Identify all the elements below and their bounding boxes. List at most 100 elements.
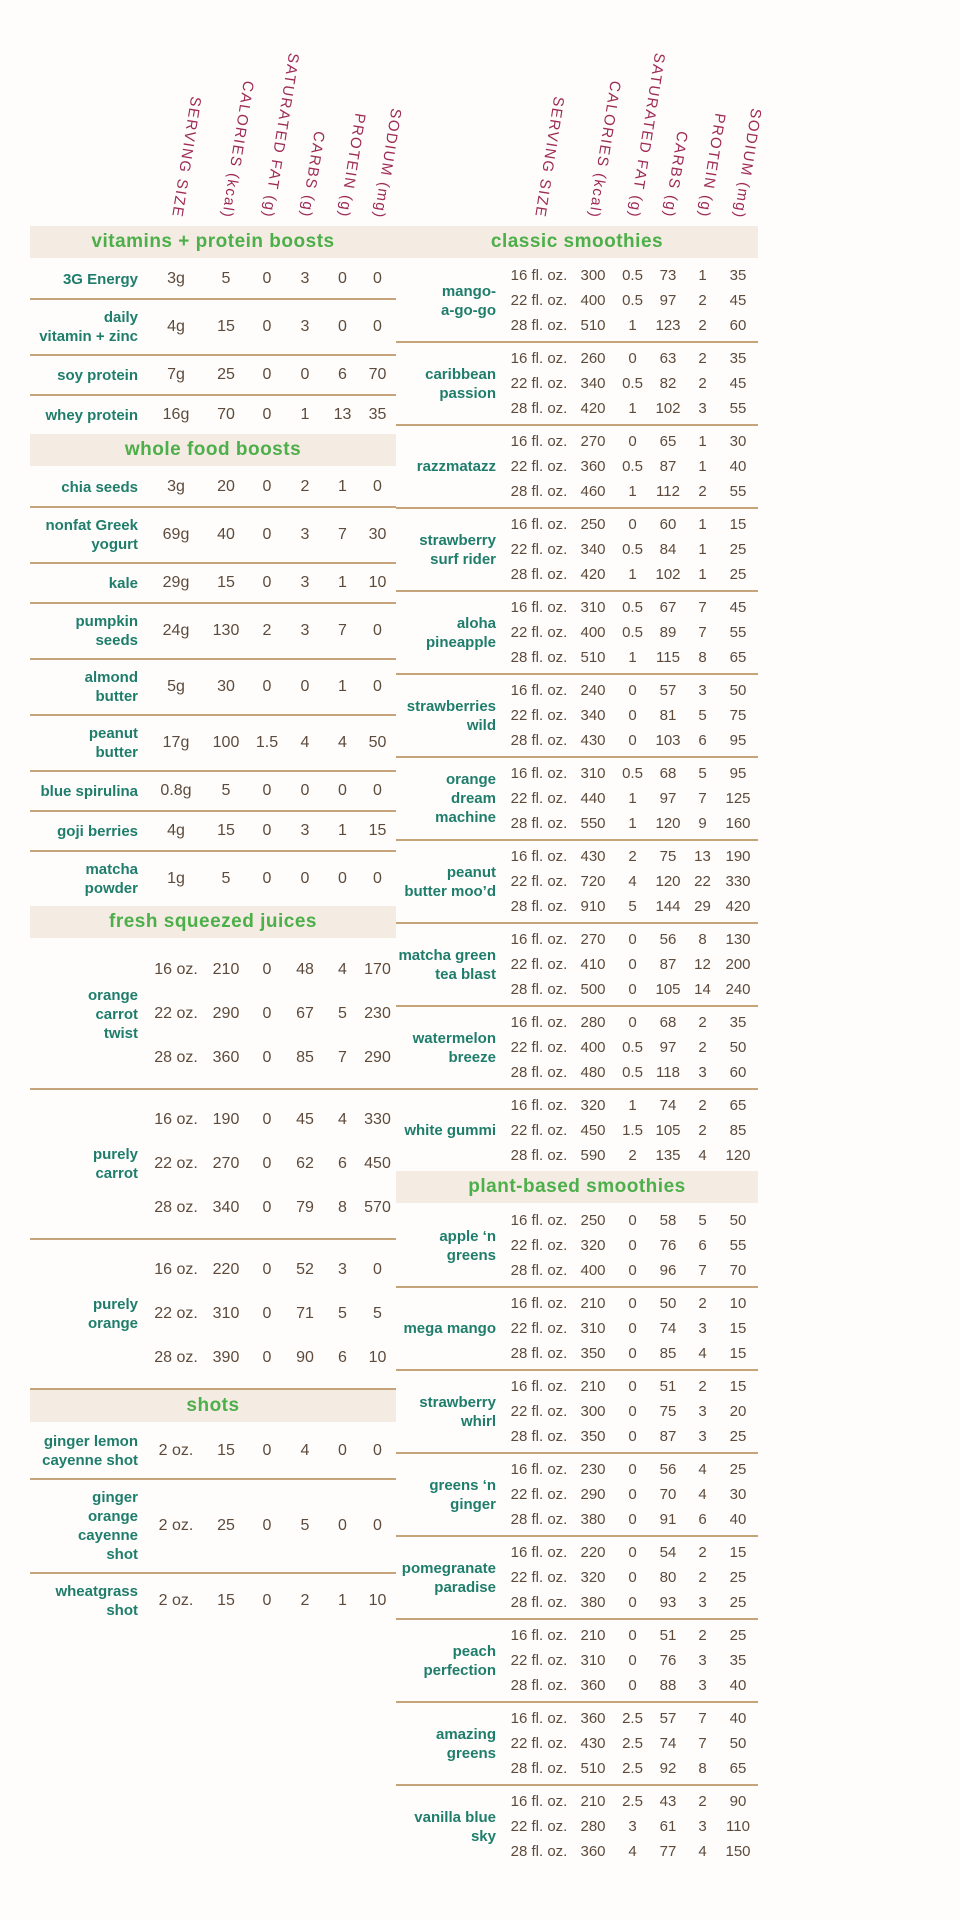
serving-size-value: 22 fl. oz. (510, 624, 568, 641)
carbs-value: 61 (659, 1818, 677, 1835)
saturated-fat-value: 0 (262, 1199, 272, 1216)
sodium-value: 240 (725, 981, 751, 998)
saturated-fat-value: 0.5 (622, 541, 643, 558)
carbs-value: 85 (296, 1049, 314, 1066)
sodium-value: 55 (729, 483, 747, 500)
saturated-fat-value: 0.5 (622, 267, 643, 284)
sodium-value: 0 (373, 1442, 382, 1459)
item-label: orange carrot twist (87, 986, 138, 1042)
carbs-value: 2 (300, 478, 310, 495)
sodium-value: 0 (373, 870, 382, 887)
saturated-fat-value: 0.5 (622, 292, 643, 309)
carbs-value: 77 (659, 1843, 677, 1860)
saturated-fat-value: 0 (628, 1652, 637, 1669)
item-label: strawberries wild (406, 697, 496, 734)
item-label: matcha powder (84, 861, 138, 897)
carbs-value: 102 (655, 566, 681, 583)
protein-value: 1 (338, 678, 347, 695)
sodium-value: 170 (364, 961, 391, 978)
carbs-value: 87 (659, 1428, 677, 1445)
calories-value: 320 (580, 1237, 606, 1254)
carbs-value: 118 (656, 1064, 680, 1081)
saturated-fat-value: 0 (628, 1511, 637, 1528)
section-title-classic-smoothies: classic smoothies (396, 226, 758, 258)
saturated-fat-value: 2.5 (622, 1710, 643, 1727)
protein-value: 6 (338, 1349, 347, 1366)
calories-value: 210 (580, 1295, 606, 1312)
saturated-fat-value: 0.5 (622, 624, 643, 641)
calories-value: 510 (580, 317, 606, 334)
menu-item-3g-energy: 3G Energy 3g 5 0 3 0 0 (30, 260, 396, 300)
protein-value: 3 (338, 1261, 347, 1278)
saturated-fat-value: 1 (628, 1097, 637, 1114)
sodium-value: 290 (364, 1049, 391, 1066)
column-header-serving-size: SERVING SIZE (168, 95, 205, 220)
serving-size-value: 28 fl. oz. (510, 483, 568, 500)
calories-value: 280 (580, 1818, 606, 1835)
protein-value: 2 (698, 1378, 707, 1395)
serving-size-value: 22 oz. (154, 1005, 198, 1022)
carbs-value: 0 (300, 782, 310, 799)
serving-size-value: 16 fl. oz. (510, 1461, 568, 1478)
item-label: whey protein (45, 406, 138, 424)
carbs-value: 4 (300, 734, 310, 751)
protein-value: 8 (698, 649, 707, 666)
menu-item-strawberries-wild: strawberries wild 16 fl. oz. 240 0 57 3 50 22 f… (396, 675, 758, 758)
carbs-value: 87 (659, 458, 677, 475)
serving-size-value: 16 oz. (154, 1261, 198, 1278)
carbs-value: 0 (300, 678, 310, 695)
sodium-value: 15 (729, 1378, 747, 1395)
carbs-value: 74 (659, 1320, 677, 1337)
column-header-saturated-fat: SATURATED FAT (g) (624, 51, 668, 220)
item-label: aloha pineapple (425, 614, 496, 651)
sodium-value: 25 (729, 1594, 747, 1611)
sodium-value: 70 (729, 1262, 747, 1279)
serving-size-value: 16 fl. oz. (510, 682, 568, 699)
serving-size-value: 22 fl. oz. (510, 1652, 568, 1669)
serving-size-value: 28 fl. oz. (510, 1843, 568, 1860)
serving-size-value: 22 fl. oz. (510, 790, 568, 807)
protein-value: 6 (338, 366, 347, 383)
calories-value: 320 (580, 1569, 606, 1586)
carbs-value: 115 (656, 649, 680, 666)
item-label: daily vitamin + zinc (39, 309, 138, 345)
saturated-fat-value: 0 (628, 732, 637, 749)
saturated-fat-value: 0 (262, 1442, 272, 1459)
section-title-vitamins-protein-boosts: vitamins + protein boosts (30, 226, 396, 258)
item-label: white gummi (404, 1122, 496, 1139)
calories-value: 310 (212, 1305, 240, 1322)
carbs-value: 4 (300, 1442, 310, 1459)
protein-value: 1 (338, 1592, 347, 1609)
protein-value: 0 (338, 1517, 347, 1534)
protein-value: 7 (338, 1049, 347, 1066)
protein-value: 8 (698, 931, 707, 948)
column-header-carbs: CARBS (g) (297, 130, 328, 220)
protein-value: 7 (338, 526, 347, 543)
menu-item-aloha-pineapple: aloha pineapple 16 fl. oz. 310 0.5 67 7 45 22 f… (396, 592, 758, 675)
carbs-value: 87 (659, 956, 677, 973)
serving-size-value: 28 fl. oz. (510, 732, 568, 749)
serving-size-value: 28 oz. (154, 1199, 198, 1216)
carbs-value: 5 (300, 1517, 310, 1534)
serving-size-value: 2 oz. (158, 1517, 194, 1534)
protein-value: 2 (698, 1627, 707, 1644)
serving-size-value: 16 fl. oz. (510, 1378, 568, 1395)
protein-value: 7 (698, 624, 707, 641)
menu-item-kale: kale 29g 15 0 3 1 10 (30, 564, 396, 604)
saturated-fat-value: 0.5 (622, 1064, 643, 1081)
calories-value: 300 (580, 1403, 606, 1420)
protein-value: 1 (698, 267, 707, 284)
serving-size-value: 29g (162, 574, 190, 591)
item-label: nonfat Greek yogurt (45, 517, 138, 553)
sodium-value: 45 (729, 599, 747, 616)
menu-item-watermelon-breeze: watermelon breeze 16 fl. oz. 280 0 68 2 35 22 f… (396, 1007, 758, 1090)
carbs-value: 90 (296, 1349, 314, 1366)
saturated-fat-value: 0.5 (622, 599, 643, 616)
saturated-fat-value: 0 (628, 1461, 637, 1478)
item-label: pomegranate paradise (401, 1559, 496, 1596)
saturated-fat-value: 0 (262, 318, 272, 335)
calories-value: 190 (212, 1111, 240, 1128)
calories-value: 310 (580, 1320, 606, 1337)
calories-value: 290 (212, 1005, 240, 1022)
sodium-value: 35 (729, 267, 747, 284)
